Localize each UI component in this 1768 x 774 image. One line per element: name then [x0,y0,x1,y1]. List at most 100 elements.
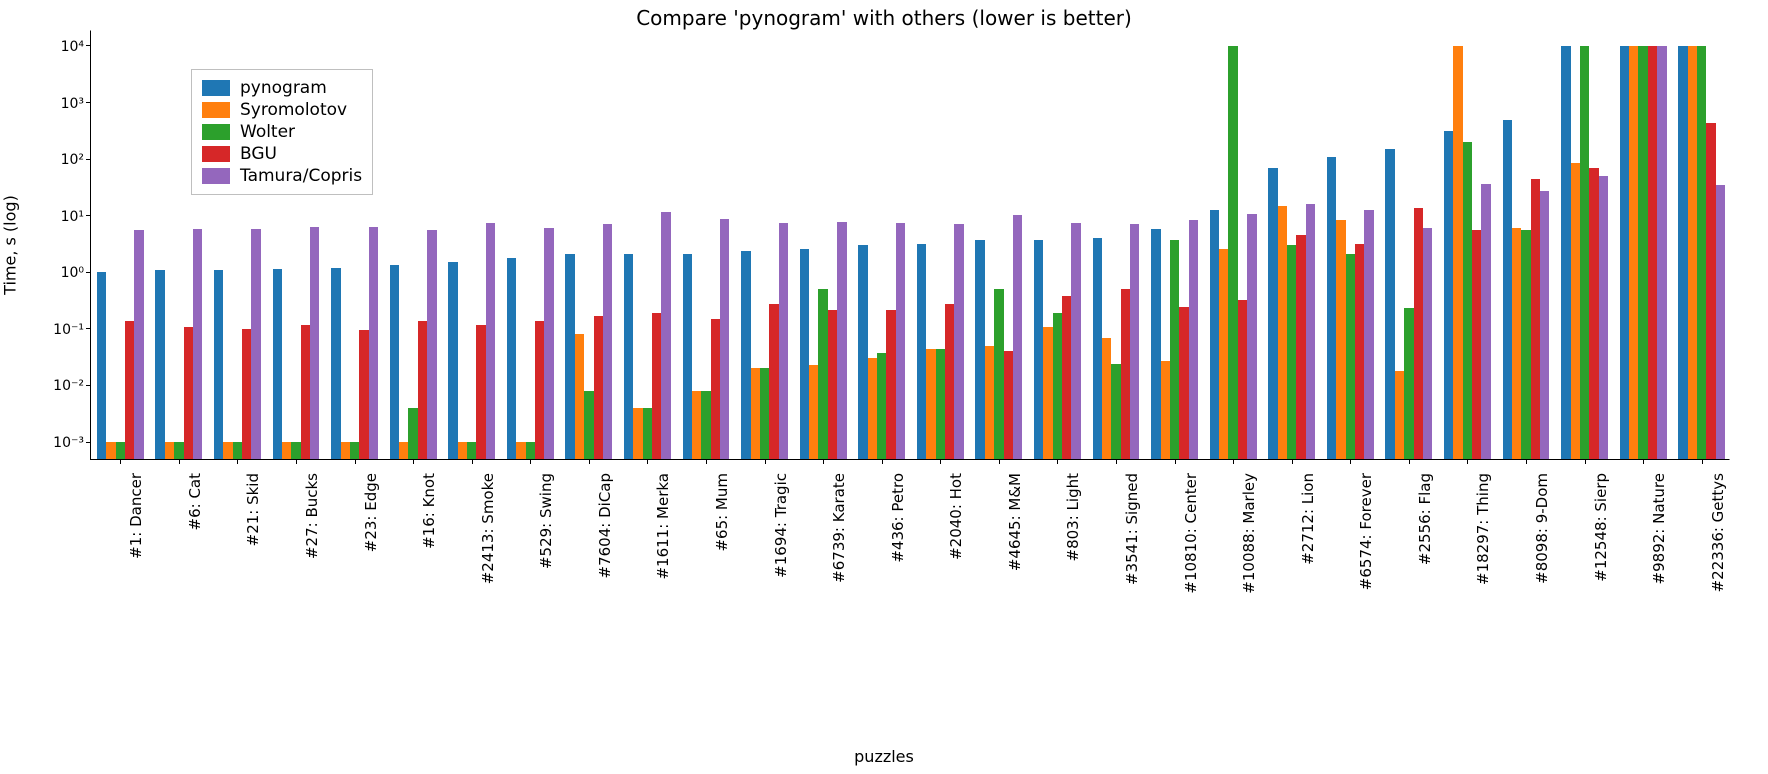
legend-swatch [202,102,230,118]
bar [1580,46,1589,459]
x-tick-label: #27: Bucks [303,465,321,673]
bar [1161,361,1170,459]
x-tick [355,459,356,464]
bar [575,334,584,459]
x-tick [1702,459,1703,464]
x-axis-label: puzzles [0,747,1768,766]
bar [165,442,174,459]
bar [390,265,399,459]
bar [584,391,593,459]
bar [1571,163,1580,459]
x-tick [1585,459,1586,464]
legend-swatch [202,124,230,140]
bar [858,245,867,459]
bar [565,254,574,459]
x-tick [882,459,883,464]
legend-item: BGU [202,144,362,164]
legend-swatch [202,146,230,162]
x-tick-label: #7604: DiCap [596,465,614,673]
legend-item: pynogram [202,78,362,98]
legend-swatch [202,80,230,96]
bar [896,223,905,459]
bar [1071,223,1080,459]
bar [1688,46,1697,459]
x-tick-label: #6: Cat [186,465,204,673]
bar [1189,220,1198,459]
bar [458,442,467,459]
x-tick-label: #1611: Merka [654,465,672,673]
bar [408,408,417,459]
bar [223,442,232,459]
bar [711,319,720,459]
x-tick-label: #803: Light [1064,465,1082,673]
bar [507,258,516,459]
bar [1453,46,1462,459]
y-tick [86,442,91,443]
y-tick-label: 10⁻¹ [53,322,84,338]
bar [1053,313,1062,459]
x-tick-label: #6739: Karate [830,465,848,673]
bar [1043,327,1052,459]
legend-item: Tamura/Copris [202,166,362,186]
x-tick [765,459,766,464]
bar [369,227,378,459]
x-tick [472,459,473,464]
y-tick-label: 10⁴ [61,39,84,55]
bar [1278,206,1287,459]
bar [1336,220,1345,459]
bar [720,219,729,459]
bar [184,327,193,459]
bar [125,321,134,459]
x-tick [1643,459,1644,464]
y-tick [86,215,91,216]
bar [1228,46,1237,459]
x-tick [589,459,590,464]
legend-label: BGU [240,144,277,164]
bar [97,272,106,459]
x-tick [1116,459,1117,464]
bar [643,408,652,459]
bar [1561,46,1570,459]
bar [945,304,954,459]
x-tick [530,459,531,464]
bar [837,222,846,459]
bar [1678,46,1687,459]
x-tick-label: #18297: Thing [1474,465,1492,673]
x-tick-label: #65: Mum [713,465,731,673]
bar [1170,240,1179,459]
bar [868,358,877,459]
chart-title: Compare 'pynogram' with others (lower is… [0,6,1768,30]
bar [1111,364,1120,459]
x-tick [296,459,297,464]
bar [985,346,994,459]
bar [1481,184,1490,459]
y-tick [86,272,91,273]
bar [1121,289,1130,459]
bar [282,442,291,459]
bar [544,228,553,459]
bar [994,289,1003,459]
bar [526,442,535,459]
x-tick-label: #2712: Lion [1299,465,1317,673]
bar [1472,230,1481,459]
bar [886,310,895,460]
bar [1531,179,1540,459]
bar [1130,224,1139,459]
bar [1306,204,1315,459]
bar [701,391,710,459]
x-tick-label: #9892: Nature [1650,465,1668,673]
legend-label: Wolter [240,122,295,142]
plot-area: pynogramSyromolotovWolterBGUTamura/Copri… [90,30,1730,460]
x-tick [1467,459,1468,464]
bar [594,316,603,459]
x-tick-label: #6574: Forever [1357,465,1375,673]
bar [134,230,143,459]
bar [331,268,340,459]
x-tick [120,459,121,464]
legend-swatch [202,168,230,184]
bar [155,270,164,459]
bar [1013,215,1022,459]
x-tick-label: #10810: Center [1182,465,1200,673]
x-tick-label: #2556: Flag [1416,465,1434,673]
bar [251,229,260,459]
